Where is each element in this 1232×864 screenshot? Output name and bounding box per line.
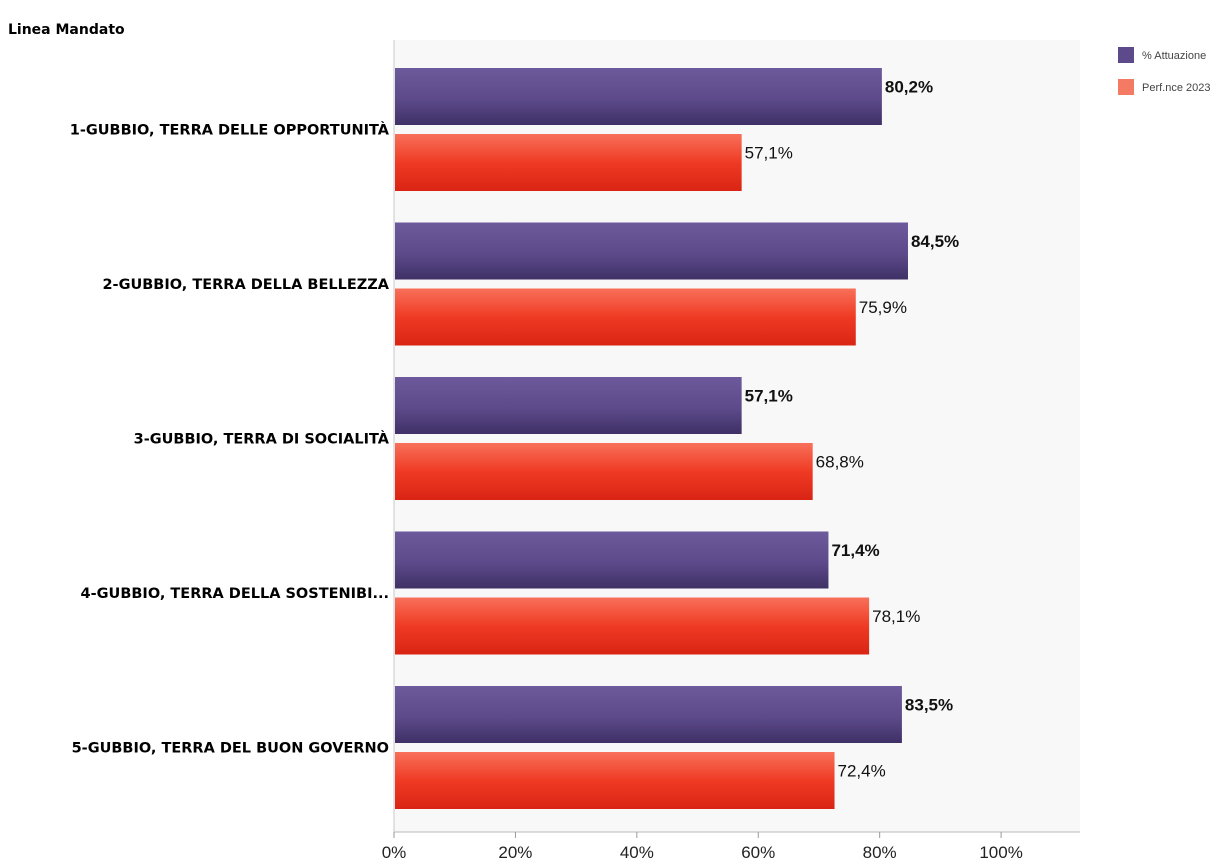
- category-label-1: 1-GUBBIO, TERRA DELLE OPPORTUNITÀ: [70, 122, 390, 139]
- bar-attuazione-1[interactable]: [395, 68, 882, 125]
- category-label-4: 4-GUBBIO, TERRA DELLA SOSTENIBI...: [81, 586, 389, 602]
- x-tick-label-2: 40%: [620, 843, 654, 862]
- data-label-perf-nce-2023-4: 78,1%: [872, 607, 920, 626]
- bar-perf-nce-2023-4[interactable]: [395, 597, 870, 655]
- data-label-perf-nce-2023-1: 57,1%: [745, 144, 793, 163]
- bar-attuazione-4[interactable]: [395, 531, 829, 589]
- x-tick-label-1: 20%: [498, 843, 532, 862]
- x-tick-label-0: 0%: [382, 843, 407, 862]
- x-tick-label-3: 60%: [741, 843, 775, 862]
- category-label-5: 5-GUBBIO, TERRA DEL BUON GOVERNO: [72, 741, 389, 757]
- data-label-perf-nce-2023-3: 68,8%: [816, 453, 864, 472]
- legend-label-performance: Perf.nce 2023: [1142, 82, 1211, 94]
- data-label-attuazione-3: 57,1%: [745, 387, 793, 406]
- legend-swatch-performance: [1118, 79, 1134, 95]
- bar-attuazione-2[interactable]: [395, 222, 908, 280]
- data-label-attuazione-5: 83,5%: [905, 696, 953, 715]
- x-tick-label-5: 100%: [979, 843, 1022, 862]
- legend: % Attuazione Perf.nce 2023: [1118, 47, 1211, 95]
- data-label-attuazione-2: 84,5%: [911, 232, 959, 251]
- category-label-3: 3-GUBBIO, TERRA DI SOCIALITÀ: [134, 431, 390, 448]
- bar-attuazione-3[interactable]: [395, 377, 742, 434]
- axis-title: Linea Mandato: [8, 22, 125, 38]
- data-label-attuazione-4: 71,4%: [831, 541, 879, 560]
- bar-perf-nce-2023-5[interactable]: [395, 752, 835, 809]
- category-label-2: 2-GUBBIO, TERRA DELLA BELLEZZA: [102, 277, 389, 293]
- data-label-perf-nce-2023-5: 72,4%: [838, 762, 886, 781]
- data-label-perf-nce-2023-2: 75,9%: [859, 298, 907, 317]
- data-label-attuazione-1: 80,2%: [885, 78, 933, 97]
- x-tick-label-4: 80%: [863, 843, 897, 862]
- bar-attuazione-5[interactable]: [395, 686, 902, 743]
- bar-perf-nce-2023-2[interactable]: [395, 288, 856, 346]
- legend-swatch-attuazione: [1118, 47, 1134, 63]
- legend-label-attuazione: % Attuazione: [1142, 50, 1206, 62]
- bar-perf-nce-2023-1[interactable]: [395, 134, 742, 191]
- bar-perf-nce-2023-3[interactable]: [395, 443, 813, 500]
